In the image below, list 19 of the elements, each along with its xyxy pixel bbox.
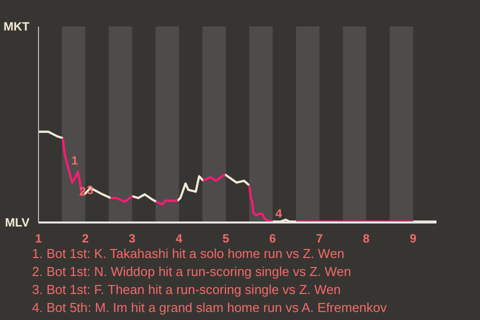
annotation: 3 — [86, 182, 94, 197]
x-tick-label: 7 — [316, 232, 324, 246]
x-tick-label: 5 — [222, 232, 230, 246]
annotation: 2 — [79, 184, 86, 199]
x-tick-label: 2 — [82, 232, 89, 246]
text: 1. Bot 1st: K. Takahashi hit a solo home run vs Z. Wen — [32, 245, 346, 263]
x-tick-label: 9 — [410, 232, 417, 246]
text: 2. Bot 1st: N. Widdop hit a run-scoring single vs Z. Wen — [32, 263, 352, 281]
x-tick-label: 6 — [269, 232, 276, 246]
text: MLV — [5, 216, 30, 230]
x-tick-label: 8 — [362, 232, 370, 246]
x-tick-label: 4 — [176, 232, 183, 246]
annotation: 1 — [71, 154, 78, 168]
text: 4. Bot 5th: M. Im hit a grand slam home run vs A. Efremenkov — [32, 299, 387, 317]
x-tick-label: 3 — [128, 232, 136, 246]
text: 3. Bot 1st: F. Thean hit a run-scoring single vs Z. Wen — [32, 281, 342, 299]
annotation: 4 — [275, 206, 282, 221]
x-tick-label: 1 — [35, 232, 42, 246]
text: MKT — [4, 20, 30, 34]
